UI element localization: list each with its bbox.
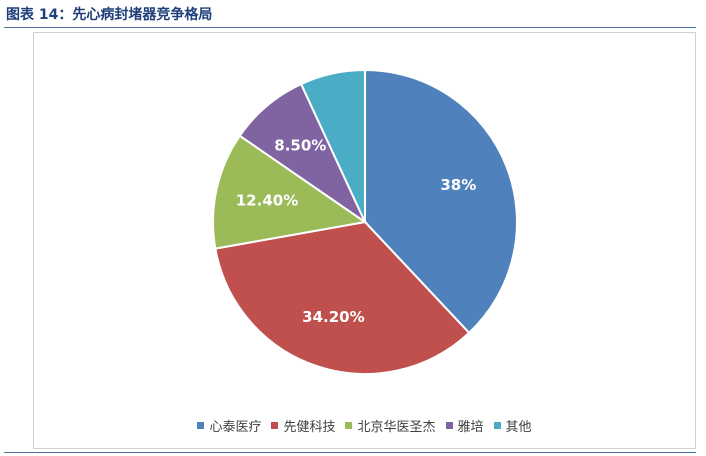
legend-swatch-4	[493, 421, 501, 429]
slice-data-label-0: 38%	[440, 176, 476, 194]
top-rule	[4, 27, 696, 28]
legend-label-2: 北京华医圣杰	[357, 419, 436, 435]
legend-swatch-3	[445, 421, 453, 429]
pie-slice-2	[212, 134, 368, 250]
legend-label-4: 其他	[505, 419, 532, 435]
legend-swatch-0	[197, 421, 205, 429]
chart-legend: 心泰医疗 先健科技 北京华医圣杰 雅培 其他	[33, 414, 696, 436]
legend-item-4: 其他	[493, 416, 532, 435]
legend-swatch-2	[345, 421, 353, 429]
legend-item-2: 北京华医圣杰	[345, 416, 436, 435]
pie-slice-0	[364, 68, 518, 335]
slice-data-label-2: 12.40%	[236, 192, 298, 210]
legend-label-0: 心泰医疗	[209, 419, 262, 435]
legend-item-1: 先健科技	[271, 416, 335, 435]
legend-label-1: 先健科技	[283, 419, 336, 435]
bottom-rule	[4, 452, 696, 453]
figure-title: 图表 14：先心病封堵器竞争格局	[6, 7, 213, 23]
legend-label-3: 雅培	[457, 419, 484, 435]
slice-data-label-3: 8.50%	[274, 136, 326, 154]
legend-swatch-1	[271, 421, 279, 429]
pie-slice-4	[299, 68, 366, 223]
pie-slice-1	[214, 220, 471, 375]
legend-item-0: 心泰医疗	[197, 416, 261, 435]
legend-item-3: 雅培	[445, 416, 484, 435]
slice-data-label-1: 34.20%	[302, 308, 364, 326]
